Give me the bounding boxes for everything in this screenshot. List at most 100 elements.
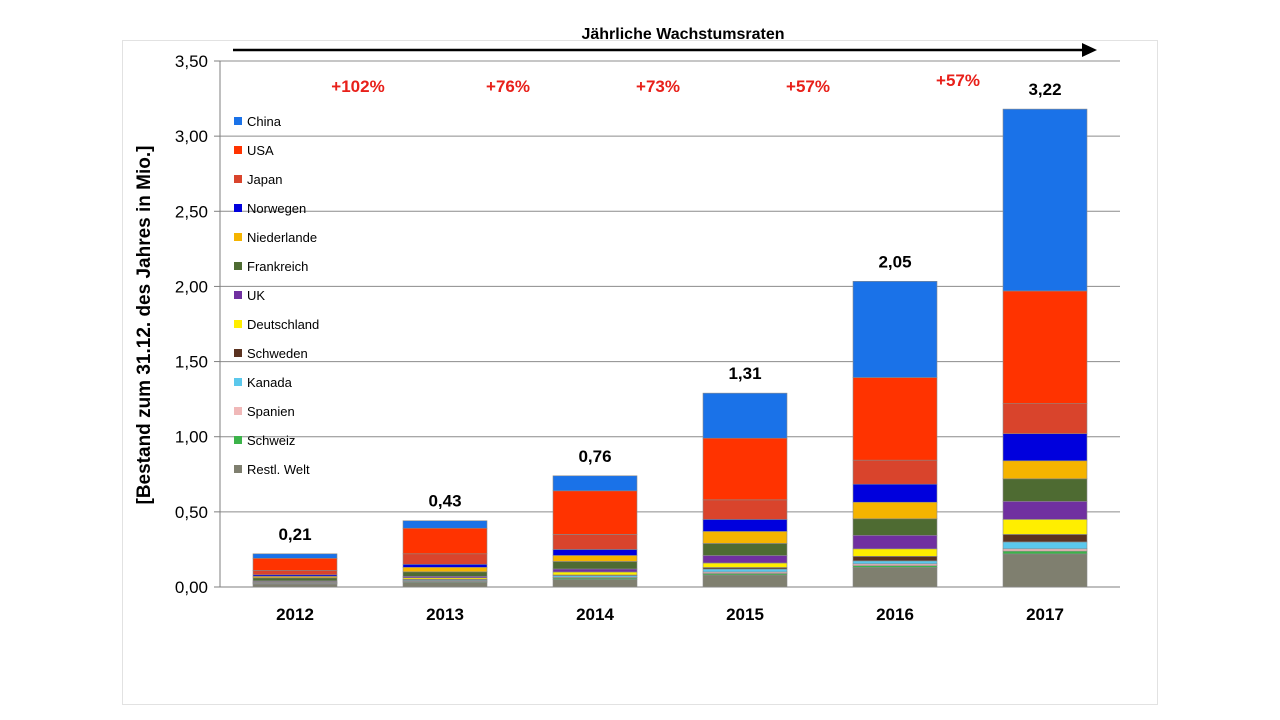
bar-total-label: 0,76 xyxy=(578,447,611,466)
bar-segment-niederlande-2017 xyxy=(1002,460,1088,480)
legend-item: Schweiz xyxy=(234,433,295,448)
bar-segment-frankreich-2015 xyxy=(702,543,788,556)
bar-segment-norwegen-2016 xyxy=(852,483,938,503)
legend-label: Frankreich xyxy=(247,259,308,274)
bar-segment-kanada-2015 xyxy=(702,568,788,573)
bar-segment-schweiz-2017 xyxy=(1002,550,1088,555)
y-tick-label: 0,50 xyxy=(175,503,208,522)
bar-segment-japan-2014 xyxy=(552,534,638,550)
bar-segment-norwegen-2013 xyxy=(402,564,488,568)
legend-label: UK xyxy=(247,288,265,303)
legend-label: Norwegen xyxy=(247,201,306,216)
growth-rate-label: +76% xyxy=(486,77,530,96)
legend-item: Niederlande xyxy=(234,230,317,245)
bar-segment-china-2016 xyxy=(852,281,938,378)
legend-label: Schweiz xyxy=(247,433,295,448)
bar-segment-usa-2014 xyxy=(552,490,638,535)
y-axis-ticks: 0,00 0,50 1,00 1,50 2,00 2,50 3,00 3,50 xyxy=(175,52,208,597)
legend-item: UK xyxy=(234,288,265,303)
bar-segment-china-2014 xyxy=(552,475,638,492)
legend-label: Niederlande xyxy=(247,230,317,245)
x-tick-label: 2014 xyxy=(576,605,614,624)
legend-label: USA xyxy=(247,143,274,158)
growth-rate-label: +73% xyxy=(636,77,680,96)
growth-rate-label: +57% xyxy=(786,77,830,96)
bar-segment-frankreich-2017 xyxy=(1002,478,1088,502)
bars xyxy=(252,108,1088,588)
legend-item: Deutschland xyxy=(234,317,319,332)
legend-label: China xyxy=(247,114,282,129)
x-tick-label: 2012 xyxy=(276,605,314,624)
bar-segment-japan-2016 xyxy=(852,459,938,485)
bar-segment-schweden-2017 xyxy=(1002,534,1088,543)
bar-total-label: 0,43 xyxy=(428,492,461,511)
bar-totals: 0,21 0,43 0,76 1,31 2,05 3,22 xyxy=(278,80,1061,544)
bar-segment-china-2013 xyxy=(402,520,488,529)
legend-label: Kanada xyxy=(247,375,293,390)
growth-arrow xyxy=(233,43,1097,57)
bar-segment-usa-2013 xyxy=(402,527,488,555)
x-tick-label: 2017 xyxy=(1026,605,1064,624)
bar-segment-restl-welt-2015 xyxy=(702,574,788,588)
bar-segment-uk-2014 xyxy=(552,568,638,573)
legend-swatch xyxy=(234,320,242,328)
y-tick-label: 1,00 xyxy=(175,428,208,447)
bar-segment-china-2012 xyxy=(252,553,338,559)
legend-swatch xyxy=(234,204,242,212)
legend-item: Norwegen xyxy=(234,201,306,216)
bar-segment-frankreich-2016 xyxy=(852,518,938,536)
legend-swatch xyxy=(234,175,242,183)
bar-segment-china-2017 xyxy=(1002,108,1088,292)
bar-segment-niederlande-2015 xyxy=(702,531,788,544)
bar-segment-kanada-2016 xyxy=(852,560,938,565)
legend-item: Spanien xyxy=(234,404,295,419)
x-tick-label: 2016 xyxy=(876,605,914,624)
bar-total-label: 2,05 xyxy=(878,252,911,271)
legend-swatch xyxy=(234,436,242,444)
bar-segment-restl-welt-2012 xyxy=(252,583,338,588)
bar-segment-deutschland-2017 xyxy=(1002,519,1088,535)
bar-segment-japan-2013 xyxy=(402,553,488,565)
legend: China USA Japan Norwegen Niederlande Frankrei… xyxy=(234,114,319,477)
bar-segment-norwegen-2017 xyxy=(1002,433,1088,462)
growth-rate-label: +102% xyxy=(331,77,384,96)
legend-swatch xyxy=(234,378,242,386)
bar-segment-japan-2017 xyxy=(1002,403,1088,435)
legend-item: Restl. Welt xyxy=(234,462,310,477)
legend-label: Restl. Welt xyxy=(247,462,310,477)
bar-segment-restl-welt-2013 xyxy=(402,582,488,588)
legend-swatch xyxy=(234,262,242,270)
bar-segment-frankreich-2012 xyxy=(252,577,338,582)
bar-segment-kanada-2017 xyxy=(1002,541,1088,550)
bar-total-label: 1,31 xyxy=(728,364,761,383)
bar-segment-japan-2012 xyxy=(252,570,338,576)
bar-segment-uk-2016 xyxy=(852,535,938,550)
bar-segment-norwegen-2014 xyxy=(552,549,638,556)
legend-swatch xyxy=(234,117,242,125)
legend-item: Schweden xyxy=(234,346,308,361)
bar-segment-china-2015 xyxy=(702,392,788,439)
legend-item: USA xyxy=(234,143,274,158)
y-tick-label: 0,00 xyxy=(175,578,208,597)
y-tick-label: 2,50 xyxy=(175,202,208,221)
chart-title: Jährliche Wachstumsraten xyxy=(581,26,784,43)
legend-label: Japan xyxy=(247,172,282,187)
legend-swatch xyxy=(234,349,242,357)
x-tick-label: 2015 xyxy=(726,605,764,624)
y-tick-label: 2,00 xyxy=(175,277,208,296)
bar-segment-niederlande-2014 xyxy=(552,555,638,562)
legend-item: Kanada xyxy=(234,375,293,390)
grid-lines xyxy=(214,60,1120,588)
bar-segment-schweden-2016 xyxy=(852,556,938,562)
bar-segment-niederlande-2013 xyxy=(402,567,488,573)
y-tick-label: 3,00 xyxy=(175,127,208,146)
legend-item: Japan xyxy=(234,172,282,187)
bar-segment-niederlande-2016 xyxy=(852,501,938,520)
bar-segment-deutschland-2016 xyxy=(852,548,938,557)
bar-segment-frankreich-2014 xyxy=(552,561,638,570)
bar-segment-norwegen-2015 xyxy=(702,519,788,532)
legend-swatch xyxy=(234,233,242,241)
legend-item: China xyxy=(234,114,282,129)
y-tick-label: 1,50 xyxy=(175,353,208,372)
